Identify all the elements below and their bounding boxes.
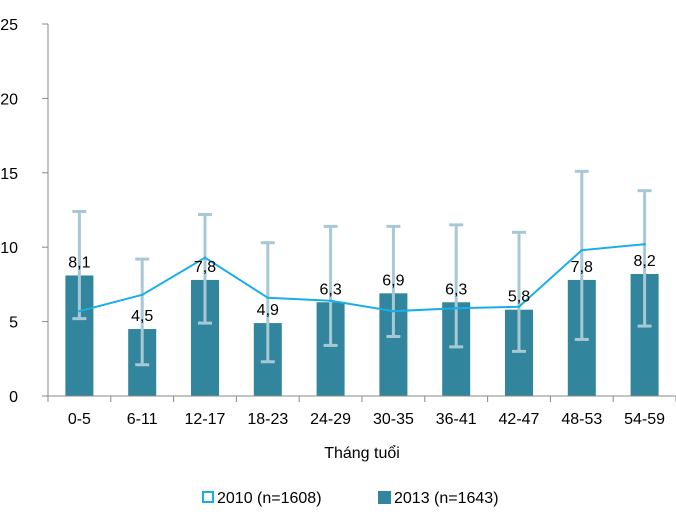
point-2010 [141,293,144,297]
point-2010 [329,299,332,302]
legend: 2010 (n=1608) 2013 (n=1643) [202,490,499,507]
y-tick-label: 5 [9,315,18,332]
error-bars-2013 [72,169,652,367]
y-tick-label: 15 [0,166,18,183]
data-label-2013: 7,8 [571,259,593,276]
line-2010 [78,243,646,313]
x-axis-title: Tháng tuổi [324,444,400,462]
data-label-2013: 6,3 [445,281,467,298]
x-tick-label: 12-17 [185,411,226,428]
bars-2013 [65,273,659,396]
x-tick-label: 36-41 [436,411,477,428]
x-tick-label: 42-47 [499,411,540,428]
data-labels-2013: 8,1 4,5 7,8 4,9 6,3 6,9 6,3 5,8 7,8 8,2 [68,253,656,325]
point-2010 [643,243,646,246]
x-tick-label: 30-35 [373,411,414,428]
x-tick-label: 18-23 [247,411,288,428]
point-2010 [266,296,269,299]
x-tick-label: 6-11 [127,411,158,428]
data-label-2013: 5,8 [508,289,530,306]
y-tick-label: 20 [0,91,18,108]
legend-label-2013: 2013 (n=1643) [394,490,499,507]
point-2010 [517,305,521,308]
point-2010 [455,307,458,310]
point-2010 [580,248,583,252]
data-label-2013: 6,9 [382,272,404,289]
data-label-2013: 6,3 [319,281,341,298]
data-label-2013: 8,2 [633,253,655,270]
data-label-2013: 7,8 [194,259,216,276]
point-2010 [392,309,395,313]
data-label-2013: 4,9 [257,302,279,319]
y-tick-label: 10 [0,240,18,257]
x-axis-ticks: 0-5 6-11 12-17 18-23 24-29 30-35 36-41 42-47 48-… [47,396,676,428]
legend-swatch-2010 [202,491,214,503]
data-label-2013: 8,1 [68,254,90,271]
y-tick-label: 0 [9,389,18,406]
series-line-2010 [79,243,645,313]
y-axis-ticks: 0 5 10 15 20 25 [0,17,48,406]
x-tick-label: 48-53 [561,411,602,428]
legend-swatch-2013 [378,491,391,504]
point-2010 [78,309,81,313]
x-tick-label: 54-59 [624,411,665,428]
x-tick-label: 24-29 [310,411,351,428]
legend-label-2010: 2010 (n=1608) [217,490,322,507]
point-2010 [203,256,207,259]
data-label-2013: 4,5 [131,308,153,325]
y-tick-label: 25 [0,17,18,34]
x-tick-label: 0-5 [68,411,91,428]
